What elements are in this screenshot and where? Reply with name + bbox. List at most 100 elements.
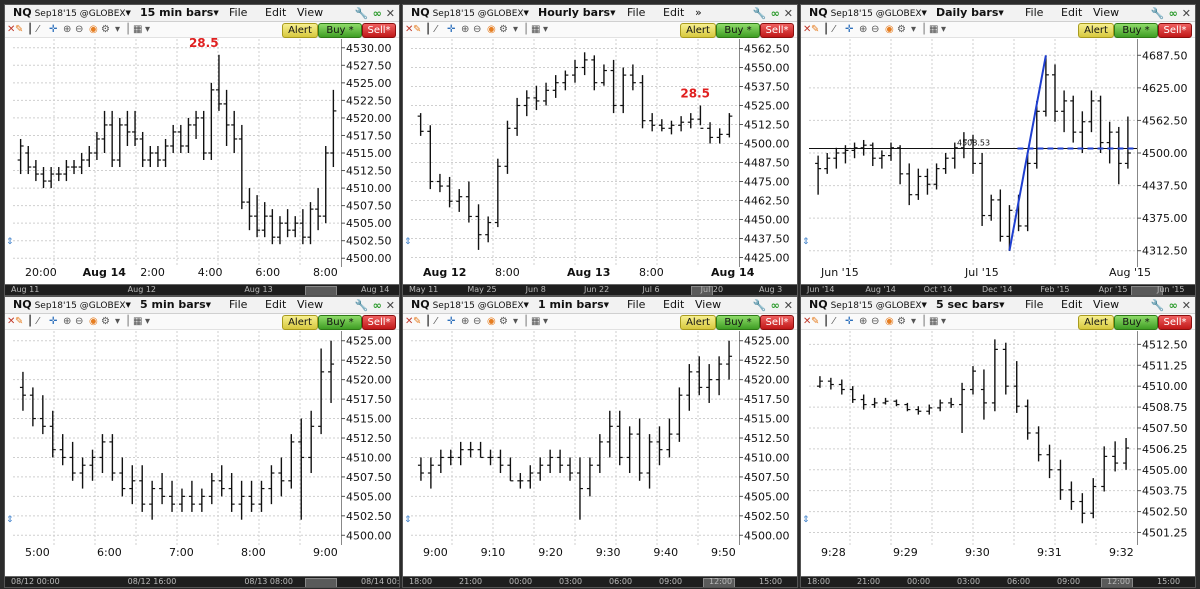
scrollbar-thumb[interactable] [691,286,713,295]
menu-edit[interactable]: Edit [663,6,685,19]
menu-edit[interactable]: Edit [265,6,287,19]
time-scrollbar[interactable]: Aug 11 Aug 12 Aug 13 Aug 14 [5,284,399,295]
brush-tool-icon[interactable]: ✎ [15,316,24,327]
link-icon[interactable]: ∞ [1168,299,1178,312]
sell-button[interactable]: Sell* [760,23,794,38]
zoom-out-icon[interactable]: ⊖ [871,316,880,327]
price-chart[interactable]: 4525.00 4522.50 4520.00 4517.50 4515.00 4512.… [13,331,392,545]
brush-tool-icon[interactable]: ✎ [413,24,422,35]
chart-window-4[interactable]: NQ Sep18'15 @GLOBEX▼ 5 min bars▼ File Edit Vi… [4,296,400,588]
window-titlebar[interactable]: NQ Sep18'15 @GLOBEX▼ Hourly bars▼ File Edit »… [403,5,797,22]
target-icon[interactable]: ◉ [487,316,496,327]
link-icon[interactable]: ∞ [372,7,382,20]
zoom-out-icon[interactable]: ⊖ [75,24,84,35]
time-scrollbar[interactable]: May 11 May 25 Jun 8 Jun 22 Jul 6 Jul 20 Aug 3 [403,284,797,295]
menu-file[interactable]: File [1025,6,1044,19]
alert-button[interactable]: Alert [680,315,716,330]
chart-side-arrow-icon[interactable]: ⇕ [802,237,810,247]
price-chart[interactable]: 4562.50 4550.00 4537.50 4525.00 4512.50 4500.… [411,39,790,267]
close-icon[interactable]: ✕ [385,299,395,312]
separator-icon[interactable]: │ [523,24,530,35]
alert-button[interactable]: Alert [1078,315,1114,330]
chart-settings-icon[interactable]: ⚙ [897,316,906,327]
chart-side-arrow-icon[interactable]: ⇕ [6,237,14,247]
zoom-out-icon[interactable]: ⊖ [473,24,482,35]
bar-style-icon[interactable]: ┃ [823,24,830,35]
annotate-icon[interactable]: ⁄ [833,24,835,35]
table-icon[interactable]: ▦ [929,316,939,327]
alert-button[interactable]: Alert [282,315,318,330]
scrollbar-thumb[interactable] [305,286,337,295]
buy-button[interactable]: Buy * [318,23,362,38]
separator-icon[interactable]: │ [523,316,530,327]
annotate-icon[interactable]: ⁄ [435,316,437,327]
time-scrollbar[interactable]: 08/12 00:00 08/12 16:00 08/13 08:00 08/14 0… [5,576,399,587]
price-chart[interactable]: 4687.50 4625.00 4562.50 4500.00 4437.50 4375.… [809,39,1188,267]
separator-icon[interactable]: │ [921,316,928,327]
zoom-in-icon[interactable]: ⊕ [63,316,72,327]
wrench-icon[interactable]: 🔧 [354,7,369,20]
sell-button[interactable]: Sell* [1158,315,1192,330]
contract-selector[interactable]: NQ Sep18'15 @GLOBEX▼ [13,297,131,314]
chart-window-3[interactable]: NQ Sep18'15 @GLOBEX▼ Daily bars▼ File Edit Vi… [800,4,1196,296]
scrollbar-thumb[interactable] [1131,286,1163,295]
scrollbar-thumb[interactable] [305,578,337,587]
chart-window-1[interactable]: NQ Sep18'15 @GLOBEX▼ 15 min bars▼ File Edit V… [4,4,400,296]
alert-button[interactable]: Alert [1078,23,1114,38]
table-icon[interactable]: ▦ [133,316,143,327]
wrench-icon[interactable]: 🔧 [354,299,369,312]
sell-button[interactable]: Sell* [362,23,396,38]
menu-view[interactable]: View [695,298,722,311]
more-tools-icon[interactable]: ▾ [513,24,519,35]
time-scrollbar[interactable]: 18:00 21:00 00:00 03:00 06:00 09:00 12:00 15:00 [801,576,1195,587]
wrench-icon[interactable]: 🔧 [1150,7,1165,20]
menu-file[interactable]: File [1025,298,1044,311]
menu-view[interactable]: View [1093,298,1120,311]
more-tools-icon[interactable]: ▾ [115,316,121,327]
dropdown-icon[interactable]: ▾ [941,24,947,35]
chart-window-5[interactable]: NQ Sep18'15 @GLOBEX▼ 1 min bars▼ File Edit Vi… [402,296,798,588]
menu-view[interactable]: » [695,6,702,19]
price-chart[interactable]: 4525.00 4522.50 4520.00 4517.50 4515.00 4512.… [411,331,790,545]
separator-icon[interactable]: │ [921,24,928,35]
menu-edit[interactable]: Edit [265,298,287,311]
time-scrollbar[interactable]: 18:00 21:00 00:00 03:00 06:00 09:00 12:00 15:00 [403,576,797,587]
crosshair-icon[interactable]: ✛ [447,316,456,327]
window-titlebar[interactable]: NQ Sep18'15 @GLOBEX▼ 5 sec bars▼ File Edit Vi… [801,297,1195,314]
more-tools-icon[interactable]: ▾ [115,24,121,35]
window-titlebar[interactable]: NQ Sep18'15 @GLOBEX▼ 1 min bars▼ File Edit Vi… [403,297,797,314]
menu-edit[interactable]: Edit [1061,6,1083,19]
close-tool-icon[interactable]: ✕ [803,316,812,327]
bar-period-selector[interactable]: Hourly bars▼ [538,5,615,21]
crosshair-icon[interactable]: ✛ [845,24,854,35]
chart-side-arrow-icon[interactable]: ⇕ [802,515,810,525]
annotate-icon[interactable]: ⁄ [833,316,835,327]
bar-style-icon[interactable]: ┃ [27,316,34,327]
sell-button[interactable]: Sell* [760,315,794,330]
zoom-in-icon[interactable]: ⊕ [859,316,868,327]
more-tools-icon[interactable]: ▾ [911,24,917,35]
zoom-out-icon[interactable]: ⊖ [871,24,880,35]
dropdown-icon[interactable]: ▾ [543,24,549,35]
bar-style-icon[interactable]: ┃ [425,24,432,35]
time-scrollbar[interactable]: Jun '14 Aug '14 Oct '14 Dec '14 Feb '15 Apr '… [801,284,1195,295]
chart-window-2[interactable]: NQ Sep18'15 @GLOBEX▼ Hourly bars▼ File Edit »… [402,4,798,296]
wrench-icon[interactable]: 🔧 [1150,299,1165,312]
close-tool-icon[interactable]: ✕ [405,316,414,327]
scrollbar-thumb[interactable] [1101,578,1133,587]
zoom-in-icon[interactable]: ⊕ [461,316,470,327]
table-icon[interactable]: ▦ [929,24,939,35]
contract-selector[interactable]: NQ Sep18'15 @GLOBEX▼ [411,5,529,22]
chart-settings-icon[interactable]: ⚙ [101,24,110,35]
wrench-icon[interactable]: 🔧 [752,7,767,20]
menu-file[interactable]: File [627,6,646,19]
brush-tool-icon[interactable]: ✎ [811,316,820,327]
contract-selector[interactable]: NQ Sep18'15 @GLOBEX▼ [809,297,927,314]
bar-style-icon[interactable]: ┃ [823,316,830,327]
link-icon[interactable]: ∞ [372,299,382,312]
close-icon[interactable]: ✕ [1181,299,1191,312]
chart-settings-icon[interactable]: ⚙ [499,24,508,35]
bar-period-selector[interactable]: 5 min bars▼ [140,297,211,313]
price-chart[interactable]: 4530.00 4527.50 4525.00 4522.50 4520.00 4517.… [13,36,392,267]
menu-edit[interactable]: Edit [663,298,685,311]
